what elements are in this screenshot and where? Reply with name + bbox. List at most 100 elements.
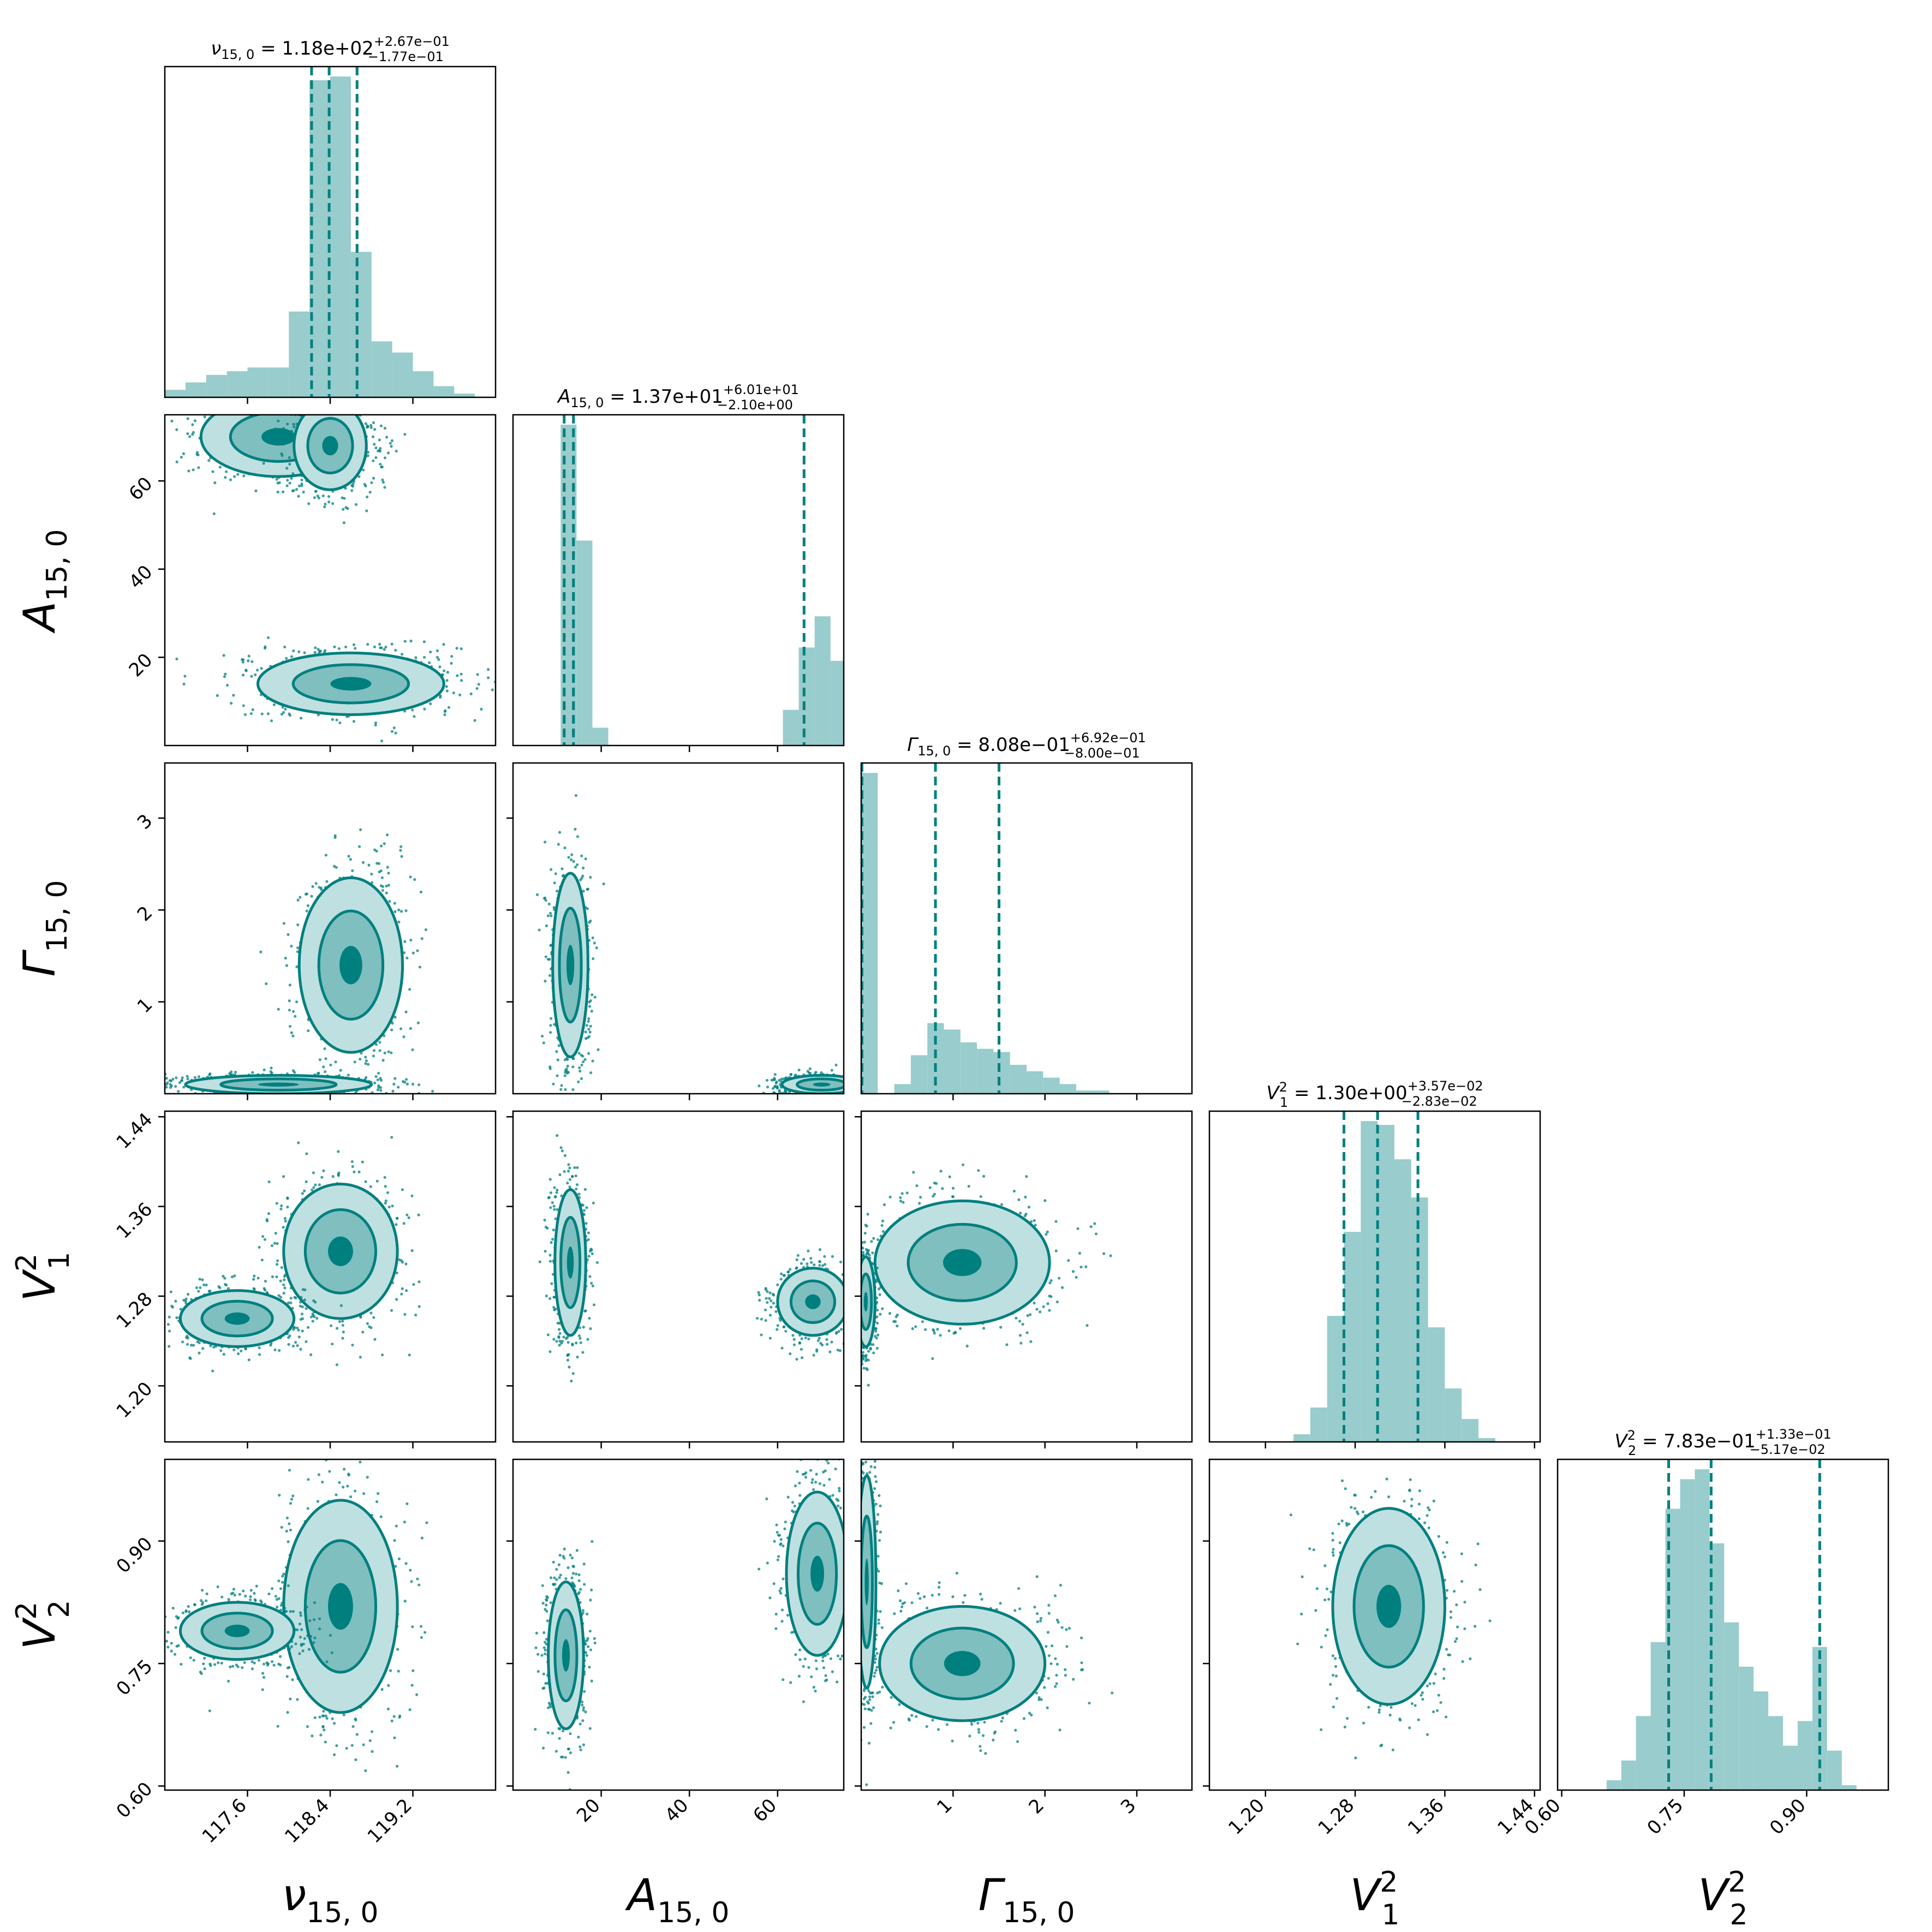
scatter-point — [380, 1687, 384, 1691]
scatter-point — [582, 890, 585, 893]
title-plus: +6.92e−01 — [1070, 730, 1146, 746]
scatter-point — [279, 1603, 283, 1607]
scatter-point — [278, 1655, 282, 1658]
scatter-point — [1408, 1488, 1411, 1492]
scatter-point — [186, 432, 189, 436]
scatter-point — [189, 1344, 193, 1347]
hist-bar — [1621, 1760, 1636, 1790]
scatter-point — [351, 1165, 354, 1168]
scatter-point — [846, 1279, 849, 1282]
scatter-point — [283, 1217, 287, 1220]
scatter-point — [561, 874, 564, 878]
scatter-point — [1043, 1686, 1046, 1689]
scatter-point — [331, 502, 335, 505]
hist-bar — [910, 1055, 928, 1094]
scatter-point — [552, 1338, 556, 1341]
scatter-point — [853, 1690, 856, 1692]
scatter-point — [858, 1526, 861, 1529]
scatter-point — [317, 1473, 321, 1476]
scatter-point — [888, 1311, 892, 1315]
label-sup: 2 — [10, 1602, 43, 1620]
scatter-point — [862, 1726, 866, 1729]
scatter-point — [1408, 1726, 1411, 1730]
scatter-point — [1417, 1718, 1420, 1721]
scatter-point — [150, 1620, 153, 1623]
scatter-point — [867, 1384, 870, 1387]
scatter-point — [542, 1686, 546, 1690]
scatter-point — [782, 1678, 785, 1681]
scatter-point — [393, 1077, 397, 1080]
scatter-point — [775, 1523, 778, 1526]
scatter-point — [390, 642, 393, 646]
scatter-point — [780, 1346, 784, 1350]
hist-bar — [783, 709, 799, 746]
scatter-point — [447, 706, 451, 709]
scatter-point — [580, 1077, 583, 1080]
scatter-point — [267, 1592, 271, 1596]
scatter-point — [361, 1331, 365, 1334]
scatter-point — [836, 1349, 839, 1352]
scatter-point — [918, 1202, 921, 1205]
scatter-point — [825, 1338, 828, 1341]
scatter-point — [1016, 1740, 1019, 1743]
scatter-point — [870, 1240, 873, 1243]
scatter-point — [271, 1587, 274, 1590]
scatter-point — [381, 481, 385, 484]
scatter-point — [549, 1601, 552, 1605]
scatter-point — [371, 1750, 374, 1753]
scatter-point — [558, 1173, 562, 1176]
scatter-point — [558, 1737, 561, 1740]
scatter-point — [856, 1489, 859, 1492]
scatter-point — [542, 1631, 546, 1635]
scatter-point — [582, 1563, 586, 1566]
scatter-point — [1423, 1521, 1427, 1524]
scatter-point — [263, 1238, 266, 1241]
scatter-point — [305, 892, 308, 896]
scatter-point — [1046, 1302, 1050, 1305]
scatter-point — [219, 1349, 223, 1352]
scatter-point — [856, 1278, 859, 1280]
scatter-point — [281, 454, 284, 457]
scatter-point — [818, 1337, 821, 1340]
scatter-point — [366, 1476, 369, 1479]
scatter-point — [318, 1058, 321, 1062]
scatter-point — [850, 1476, 853, 1479]
scatter-point — [979, 1749, 982, 1752]
scatter-point — [857, 1544, 860, 1547]
scatter-point — [288, 1651, 291, 1655]
scatter-point — [939, 1334, 942, 1337]
scatter-point — [569, 1732, 572, 1736]
scatter-point — [188, 1356, 192, 1359]
scatter-point — [327, 1451, 330, 1453]
scatter-point — [349, 857, 353, 861]
scatter-point — [280, 1266, 283, 1269]
scatter-point — [1025, 1331, 1029, 1334]
scatter-point — [394, 648, 397, 652]
scatter-point — [872, 1343, 875, 1346]
scatter-point — [354, 503, 358, 506]
scatter-point — [477, 683, 480, 686]
scatter-point — [855, 1568, 858, 1571]
scatter-point — [281, 706, 284, 709]
scatter-point — [339, 407, 342, 410]
title-value: = 8.08e−01 — [951, 734, 1070, 756]
title-sub: 15, 0 — [917, 743, 951, 759]
scatter-point — [597, 1048, 600, 1051]
scatter-point — [581, 1054, 585, 1058]
x-tick-label: 1.36 — [1404, 1794, 1448, 1839]
contour-level-3 — [339, 946, 362, 985]
scatter-point — [758, 1084, 761, 1088]
scatter-point — [855, 1537, 857, 1540]
scatter-point — [309, 409, 312, 412]
scatter-point — [587, 1052, 591, 1055]
scatter-point — [1331, 1654, 1334, 1657]
scatter-point — [391, 1204, 394, 1208]
scatter-point — [588, 1030, 592, 1034]
scatter-point — [418, 1305, 421, 1308]
scatter-point — [251, 1660, 254, 1663]
scatter-point — [243, 1661, 246, 1664]
scatter-point — [390, 1309, 393, 1312]
scatter-point — [338, 1320, 341, 1323]
scatter-point — [395, 449, 398, 453]
scatter-point — [858, 1665, 861, 1668]
